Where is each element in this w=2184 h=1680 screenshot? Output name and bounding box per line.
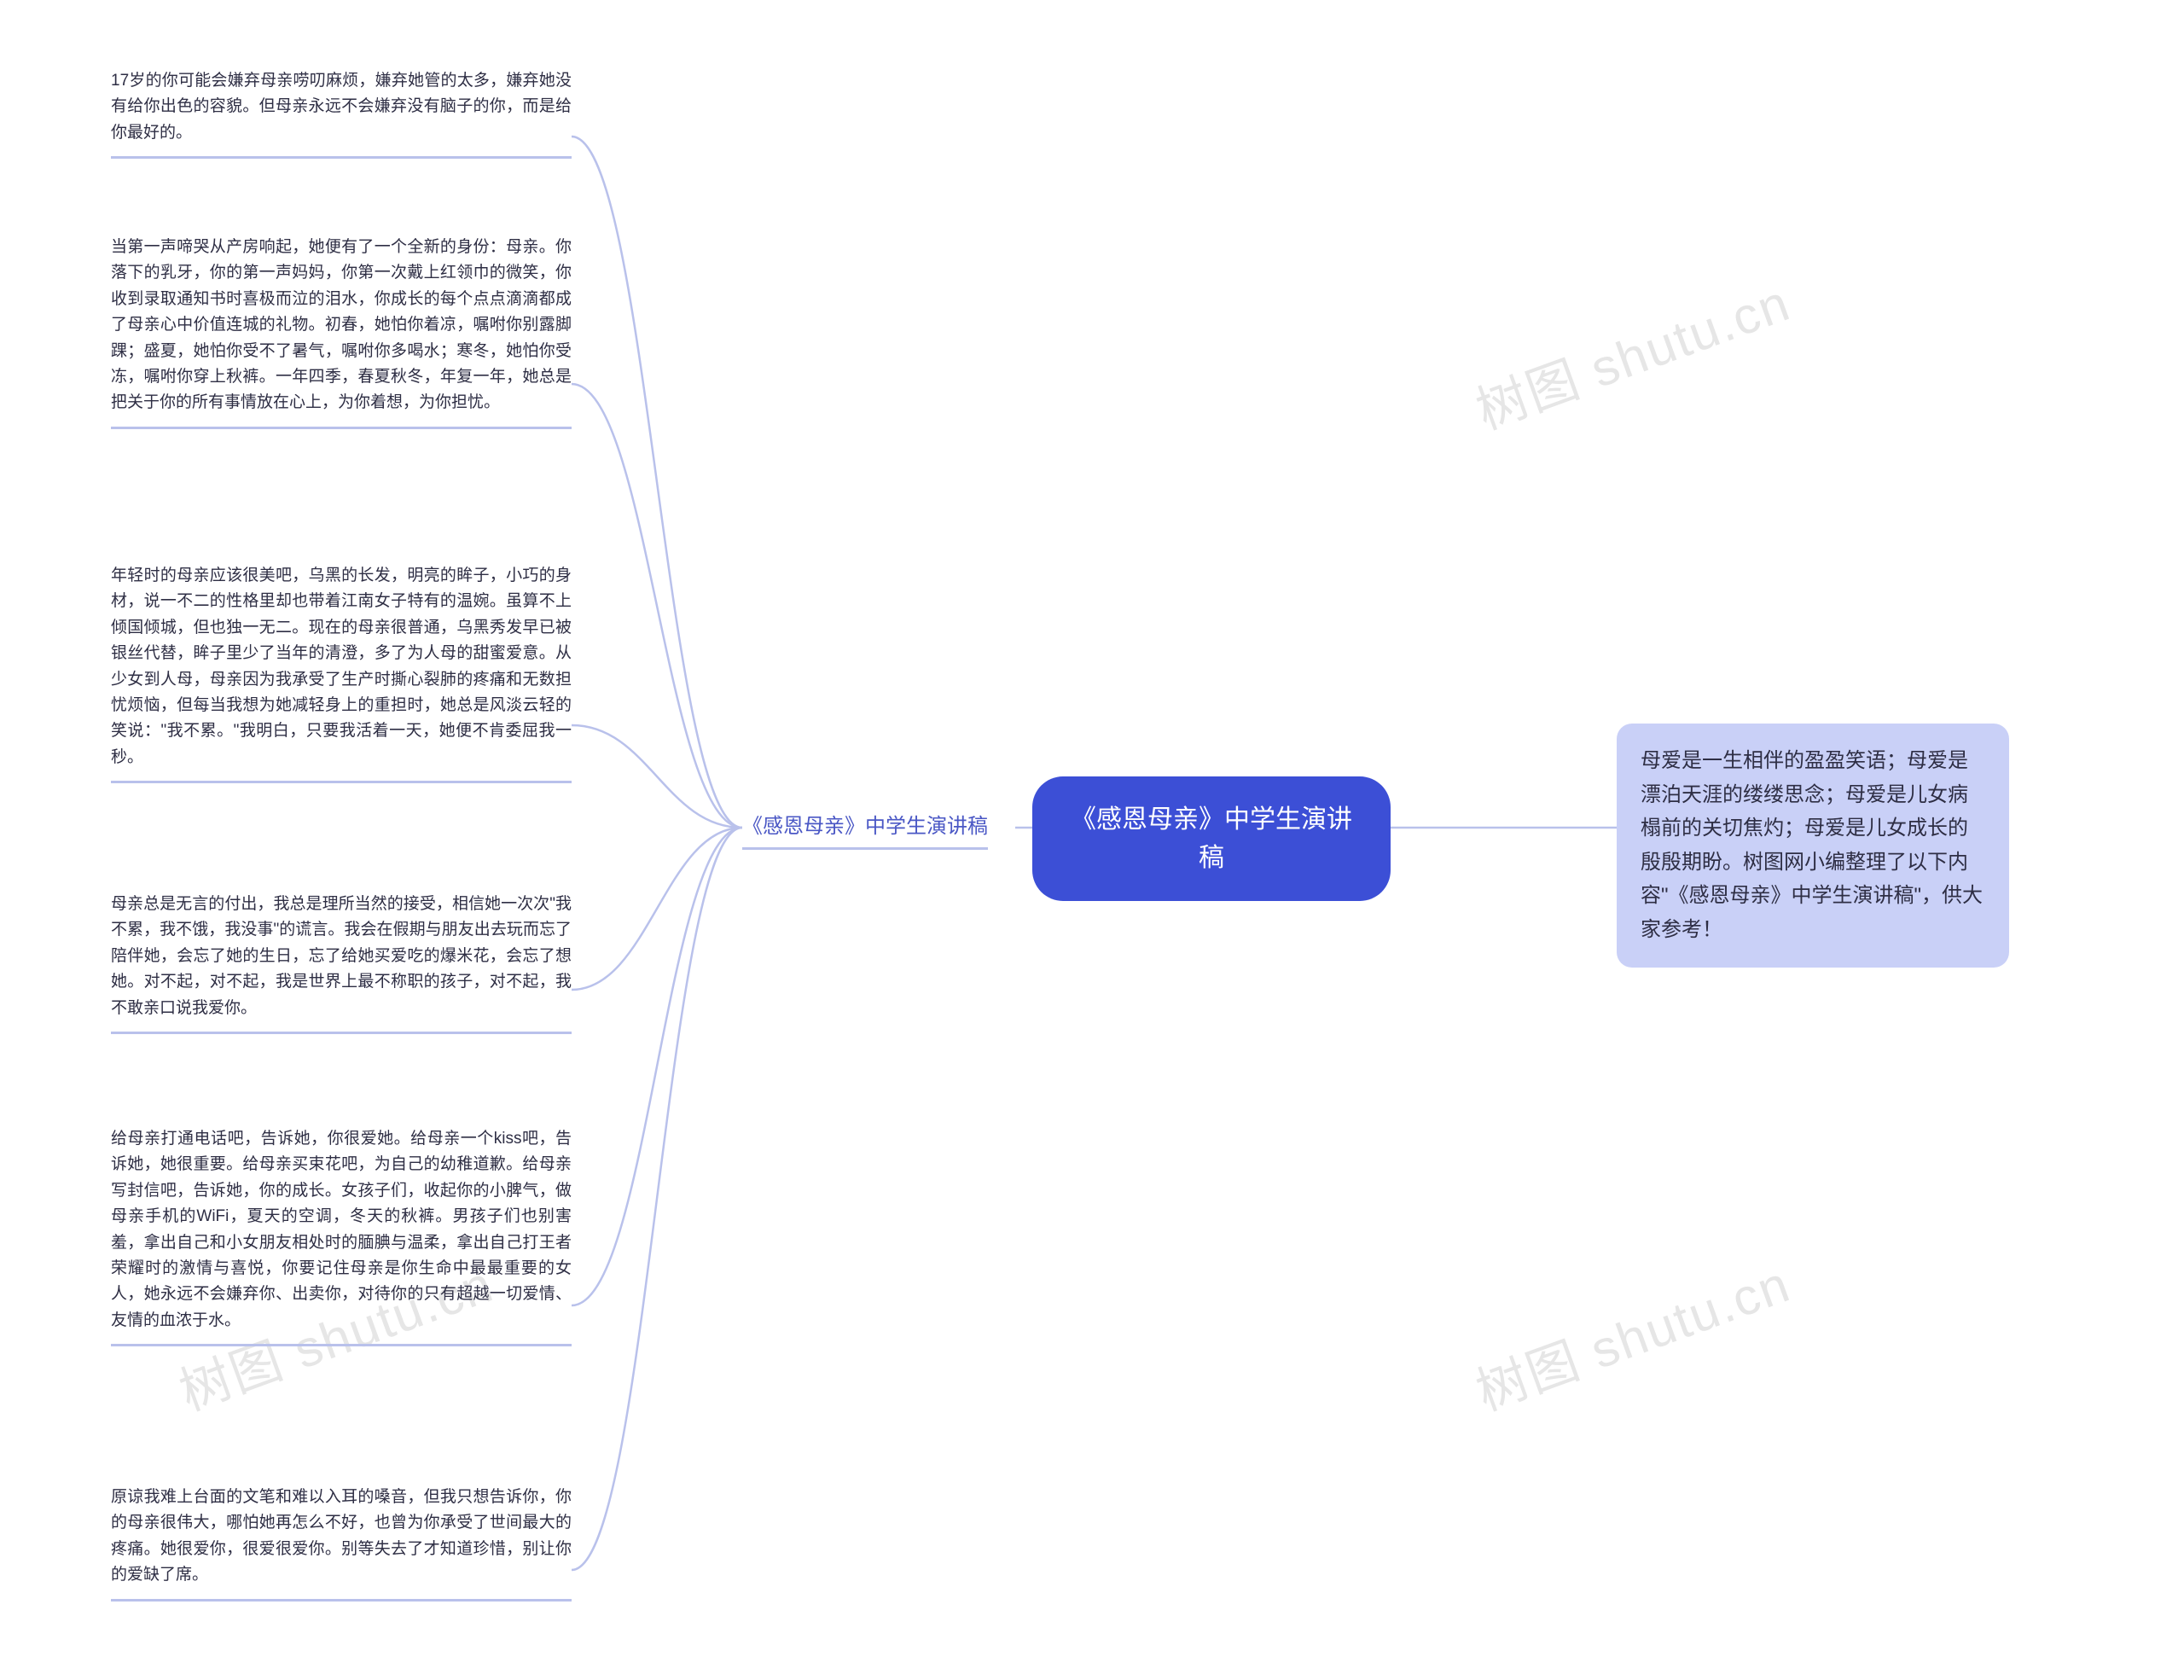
leaf-paragraph[interactable]: 原谅我难上台面的文笔和难以入耳的嗓音，但我只想告诉你，你的母亲很伟大，哪怕她再怎… [111,1485,572,1602]
watermark: 树图 shutu.cn [1465,1243,1799,1426]
leaf-paragraph[interactable]: 当第一声啼哭从产房响起，她便有了一个全新的身份：母亲。你落下的乳牙，你的第一声妈… [111,235,572,429]
center-topic-line1: 《感恩母亲》中学生演讲 [1071,805,1352,834]
center-topic[interactable]: 《感恩母亲》中学生演讲 稿 [1032,776,1391,901]
leaf-paragraph[interactable]: 母亲总是无言的付出，我总是理所当然的接受，相信她一次次"我不累，我不饿，我没事"… [111,892,572,1034]
watermark: 树图 shutu.cn [1465,262,1799,445]
center-topic-line2: 稿 [1199,844,1224,872]
left-subtopic[interactable]: 《感恩母亲》中学生演讲稿 [742,809,988,850]
leaf-paragraph[interactable]: 给母亲打通电话吧，告诉她，你很爱她。给母亲一个kiss吧，告诉她，她很重要。给母… [111,1126,572,1346]
leaf-paragraph[interactable]: 年轻时的母亲应该很美吧，乌黑的长发，明亮的眸子，小巧的身材，说一不二的性格里却也… [111,563,572,783]
right-summary[interactable]: 母爱是一生相伴的盈盈笑语；母爱是漂泊天涯的缕缕思念；母爱是儿女病榻前的关切焦灼；… [1617,724,2009,968]
leaf-paragraph[interactable]: 17岁的你可能会嫌弃母亲唠叨麻烦，嫌弃她管的太多，嫌弃她没有给你出色的容貌。但母… [111,68,572,159]
